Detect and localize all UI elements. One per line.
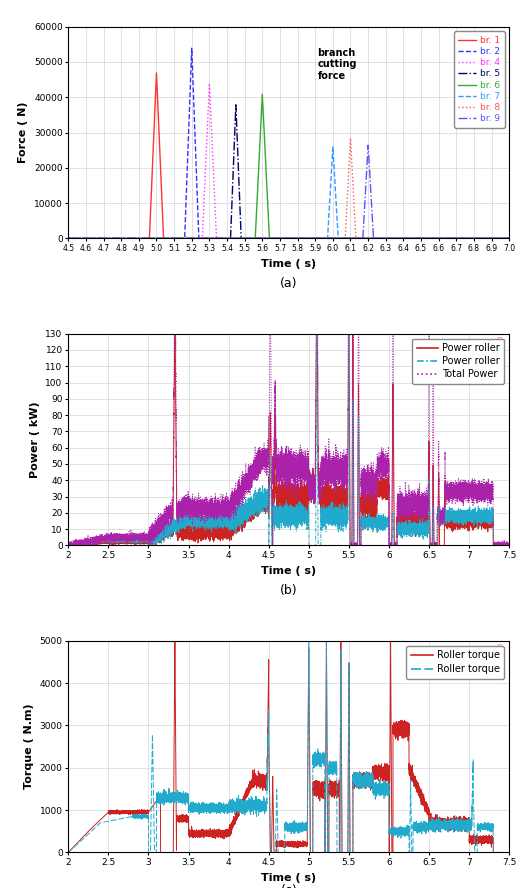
- br. 2: [225, 233, 231, 243]
- br. 8: [506, 233, 512, 243]
- br. 6: [87, 233, 93, 243]
- br. 7: [87, 233, 93, 243]
- br. 9: [326, 233, 332, 243]
- Line: br. 5: br. 5: [68, 105, 509, 238]
- br. 4: [506, 233, 512, 243]
- br. 2: [392, 233, 398, 243]
- br. 8: [326, 233, 332, 243]
- br. 4: [326, 233, 332, 243]
- br. 5: [233, 99, 239, 110]
- br. 9: [225, 233, 231, 243]
- br. 2: [65, 233, 71, 243]
- br. 7: [225, 233, 231, 243]
- br. 6: [392, 233, 398, 243]
- br. 8: [392, 233, 398, 243]
- Line: br. 2: br. 2: [68, 48, 509, 238]
- Line: br. 9: br. 9: [68, 145, 509, 238]
- Text: G: G: [495, 644, 502, 654]
- br. 9: [506, 233, 512, 243]
- br. 2: [87, 233, 93, 243]
- br. 9: [416, 233, 422, 243]
- br. 8: [65, 233, 71, 243]
- br. 4: [206, 78, 213, 89]
- Text: G: G: [495, 337, 502, 347]
- br. 9: [65, 233, 71, 243]
- Legend: Power roller, Power roller, Total Power: Power roller, Power roller, Total Power: [412, 338, 505, 385]
- Text: D: D: [495, 667, 502, 677]
- br. 1: [416, 233, 422, 243]
- br. 8: [348, 133, 354, 144]
- Text: (c): (c): [280, 884, 297, 888]
- Y-axis label: Torque ( N.m): Torque ( N.m): [24, 704, 34, 789]
- br. 2: [416, 233, 422, 243]
- Text: (b): (b): [280, 583, 298, 597]
- br. 8: [416, 233, 422, 243]
- br. 5: [416, 233, 422, 243]
- Legend: br. 1, br. 2, br. 4, br. 5, br. 6, br. 7, br. 8, br. 9: br. 1, br. 2, br. 4, br. 5, br. 6, br. 7…: [454, 31, 505, 128]
- br. 6: [326, 233, 332, 243]
- br. 4: [87, 233, 93, 243]
- br. 6: [345, 233, 352, 243]
- br. 4: [345, 233, 352, 243]
- br. 7: [416, 233, 422, 243]
- br. 1: [506, 233, 512, 243]
- br. 5: [392, 233, 398, 243]
- X-axis label: Time ( s): Time ( s): [261, 873, 316, 883]
- br. 1: [225, 233, 231, 243]
- br. 9: [392, 233, 398, 243]
- br. 4: [65, 233, 71, 243]
- br. 8: [225, 233, 231, 243]
- br. 6: [506, 233, 512, 243]
- br. 5: [87, 233, 93, 243]
- br. 6: [65, 233, 71, 243]
- Y-axis label: Power ( kW): Power ( kW): [30, 401, 40, 478]
- br. 7: [326, 205, 332, 216]
- br. 4: [225, 233, 231, 243]
- br. 1: [326, 233, 332, 243]
- Line: br. 1: br. 1: [68, 73, 509, 238]
- Line: br. 8: br. 8: [68, 139, 509, 238]
- Line: br. 6: br. 6: [68, 94, 509, 238]
- br. 1: [345, 233, 352, 243]
- br. 7: [392, 233, 398, 243]
- br. 6: [259, 89, 266, 99]
- br. 6: [416, 233, 422, 243]
- Legend: Roller torque, Roller torque: Roller torque, Roller torque: [406, 646, 505, 679]
- br. 9: [87, 233, 93, 243]
- Text: branch
cutting
force: branch cutting force: [318, 48, 357, 81]
- br. 9: [365, 139, 371, 150]
- br. 5: [506, 233, 512, 243]
- br. 7: [506, 233, 512, 243]
- br. 5: [326, 233, 332, 243]
- br. 6: [225, 233, 231, 243]
- br. 7: [345, 233, 352, 243]
- br. 7: [330, 142, 336, 153]
- br. 1: [392, 233, 398, 243]
- br. 2: [345, 233, 352, 243]
- Text: (a): (a): [280, 276, 298, 289]
- br. 5: [225, 233, 231, 243]
- br. 8: [87, 233, 93, 243]
- br. 9: [345, 233, 352, 243]
- br. 5: [345, 233, 352, 243]
- br. 1: [65, 233, 71, 243]
- br. 7: [65, 233, 71, 243]
- br. 2: [188, 43, 195, 53]
- X-axis label: Time ( s): Time ( s): [261, 566, 316, 575]
- Y-axis label: Force ( N): Force ( N): [18, 102, 28, 163]
- Line: br. 7: br. 7: [68, 147, 509, 238]
- Line: br. 4: br. 4: [68, 83, 509, 238]
- X-axis label: Time ( s): Time ( s): [261, 258, 316, 268]
- br. 8: [345, 171, 352, 182]
- br. 1: [87, 233, 93, 243]
- br. 2: [326, 233, 332, 243]
- br. 5: [65, 233, 71, 243]
- Text: D: D: [495, 360, 502, 369]
- br. 4: [416, 233, 422, 243]
- br. 4: [392, 233, 398, 243]
- br. 2: [506, 233, 512, 243]
- br. 1: [153, 67, 160, 78]
